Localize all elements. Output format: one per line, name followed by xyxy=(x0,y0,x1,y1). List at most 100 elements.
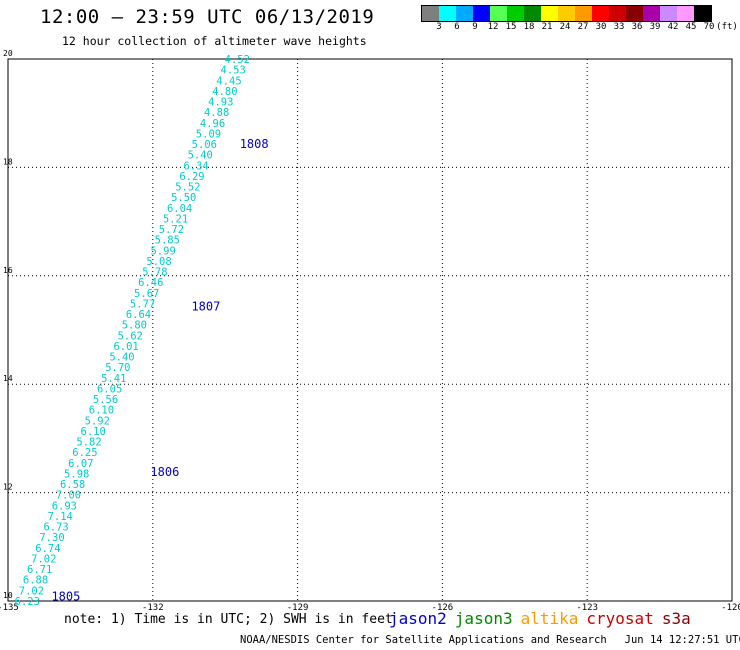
color-swatch xyxy=(643,6,660,21)
swh-value-label: 6.73 xyxy=(43,522,68,534)
swh-value-label: 5.40 xyxy=(188,150,213,162)
swh-value-label: 5.92 xyxy=(85,415,110,427)
color-swatch xyxy=(439,6,456,21)
swh-value-label: 5.21 xyxy=(163,213,188,225)
color-swatch xyxy=(626,6,643,21)
color-scale-label: 27 xyxy=(577,22,589,32)
color-scale-label: 18 xyxy=(523,22,535,32)
axis-tick-labels: -135 -132 -129 -126 -123 -120 20 18 16 14 12 10 xyxy=(0,49,740,613)
swh-value-label: 6.10 xyxy=(89,405,114,417)
color-swatch xyxy=(541,6,558,21)
swh-value-label: 4.88 xyxy=(204,107,229,119)
swh-value-label: 6.71 xyxy=(27,564,52,576)
color-scale-label: 36 xyxy=(631,22,643,32)
grid-lines xyxy=(8,59,732,601)
swh-value-label: 6.10 xyxy=(81,426,106,438)
swh-value-label: 6.01 xyxy=(113,341,138,353)
swh-value-label: 6.29 xyxy=(179,171,204,183)
color-swatch xyxy=(660,6,677,21)
swh-value-label: 5.62 xyxy=(118,330,143,342)
swh-value-label: 6.74 xyxy=(35,543,60,555)
satellite-legend-jason2: jason2 xyxy=(389,609,447,628)
swh-value-label: 4.80 xyxy=(212,86,237,98)
swh-value-label: 6.04 xyxy=(167,203,192,215)
y-tick-label: 20 xyxy=(3,49,13,58)
color-scale-label: 3 xyxy=(436,22,442,32)
color-swatch xyxy=(609,6,626,21)
swh-value-label: 5.56 xyxy=(93,394,118,406)
color-swatch xyxy=(575,6,592,21)
color-scale-labels: 3 6 9 12 15 18 21 24 27 30 33 36 39 42 45 70 (ft) xyxy=(421,22,740,36)
color-scale-label: 15 xyxy=(505,22,517,32)
color-swatch xyxy=(422,6,439,21)
swh-value-label: 5.72 xyxy=(159,224,184,236)
swh-value-label: 7.30 xyxy=(39,532,64,544)
x-tick-label: -120 xyxy=(721,603,740,613)
swh-value-label: 6.34 xyxy=(183,160,208,172)
x-tick-label: -132 xyxy=(142,603,164,613)
satellite-legend: jason2 jason3 altika cryosat s3a xyxy=(389,609,699,628)
color-scale-label: 42 xyxy=(667,22,679,32)
orbit-labels: 1805 1806 1807 1808 xyxy=(51,137,268,604)
color-scale-label: 45 xyxy=(685,22,697,32)
color-swatch xyxy=(677,6,694,21)
color-swatch xyxy=(507,6,524,21)
swh-value-label: 4.45 xyxy=(216,75,241,87)
satellite-legend-cryosat: cryosat xyxy=(586,609,654,628)
swh-value-label: 5.98 xyxy=(64,468,89,480)
swh-value-label: 5.77 xyxy=(130,298,155,310)
swh-value-label: 7.02 xyxy=(31,553,56,565)
x-tick-label: -129 xyxy=(287,603,309,613)
swh-value-label: 5.06 xyxy=(192,139,217,151)
y-tick-label: 16 xyxy=(3,266,13,275)
swh-value-label: 6.88 xyxy=(23,575,48,587)
swh-value-label: 5.41 xyxy=(101,373,126,385)
color-swatch xyxy=(694,6,711,21)
y-tick-label: 18 xyxy=(3,157,13,166)
generated-timestamp: Jun 14 12:27:51 UTC 2019 xyxy=(624,634,740,646)
swh-value-label: 4.53 xyxy=(221,65,246,77)
satellite-legend-altika: altika xyxy=(520,609,579,628)
swh-value-label: 5.99 xyxy=(151,245,176,257)
color-scale-label: 30 xyxy=(595,22,607,32)
color-swatch xyxy=(473,6,490,21)
swh-value-label: 5.82 xyxy=(76,437,101,449)
swh-value-label: 7.14 xyxy=(48,511,73,523)
swh-value-label: 7.02 xyxy=(19,585,44,597)
swh-value-label: 6.07 xyxy=(68,458,93,470)
units-note: note: 1) Time is in UTC; 2) SWH is in fe… xyxy=(64,612,393,627)
page-subtitle: 12 hour collection of altimeter wave hei… xyxy=(62,34,367,48)
y-tick-label: 10 xyxy=(3,591,13,600)
swh-value-label: 5.08 xyxy=(146,256,171,268)
x-tick-label: -123 xyxy=(576,603,598,613)
swh-value-label: 5.09 xyxy=(196,128,221,140)
satellite-legend-jason3: jason3 xyxy=(454,609,513,628)
color-swatch xyxy=(524,6,541,21)
x-tick-label: -126 xyxy=(432,603,454,613)
color-swatch xyxy=(490,6,507,21)
credit-text: NOAA/NESDIS Center for Satellite Applica… xyxy=(240,634,607,646)
swh-value-label: 4.96 xyxy=(200,118,225,130)
color-scale-label: 70 xyxy=(703,22,715,32)
y-tick-label: 14 xyxy=(3,374,13,383)
color-scale-label: 24 xyxy=(559,22,571,32)
swh-value-label: 5.80 xyxy=(122,320,147,332)
swh-value-label: 6.93 xyxy=(52,500,77,512)
color-scale-bar xyxy=(421,5,712,22)
swh-value-label: 6.64 xyxy=(126,309,151,321)
color-scale-label: 33 xyxy=(613,22,625,32)
x-tick-label: -135 xyxy=(0,603,19,613)
swh-value-label: 6.58 xyxy=(60,479,85,491)
swh-value-label: 6.46 xyxy=(138,277,163,289)
color-scale-label: 12 xyxy=(487,22,499,32)
swh-value-label: 5.67 xyxy=(134,288,159,300)
orbit-number-label: 1807 xyxy=(191,300,220,314)
swh-value-label: 6.25 xyxy=(72,447,97,459)
y-tick-label: 12 xyxy=(3,483,13,492)
plot-area-frame xyxy=(7,58,733,602)
satellite-legend-s3a: s3a xyxy=(661,609,691,628)
swh-data-points: 6.237.026.886.717.026.747.306.737.146.93… xyxy=(15,54,250,608)
swh-value-label: 5.40 xyxy=(109,352,134,364)
swh-value-label: 6.05 xyxy=(97,383,122,395)
